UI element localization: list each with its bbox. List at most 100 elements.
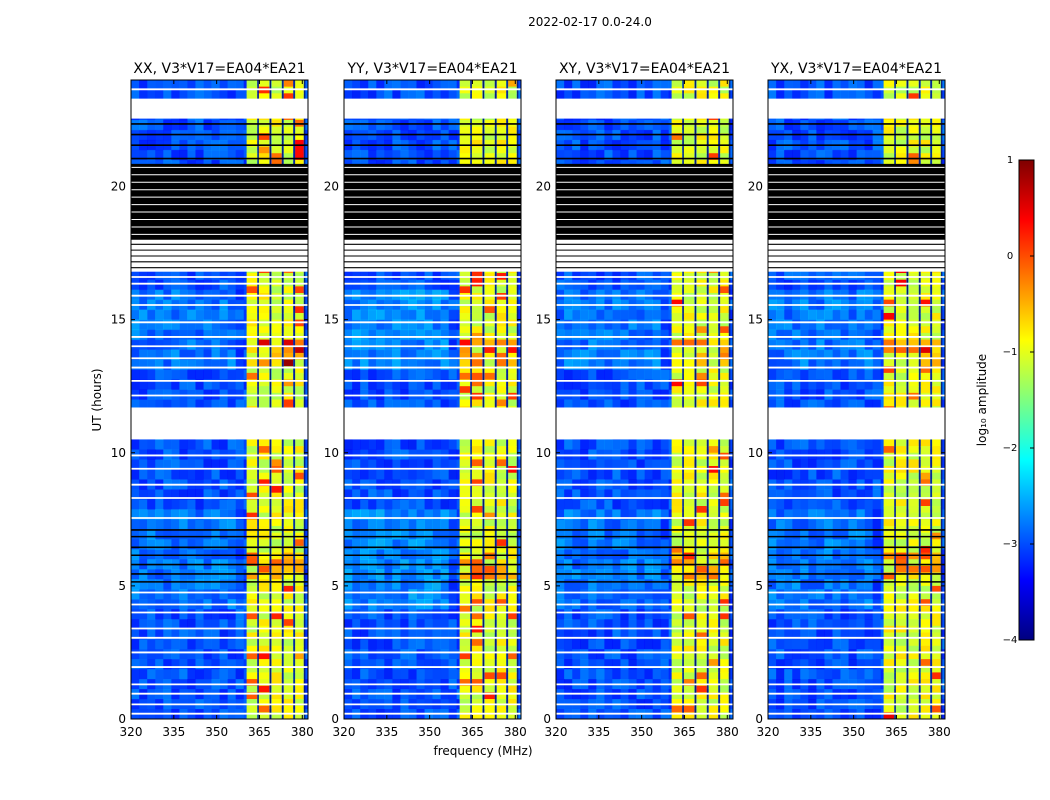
rfi-cell (496, 153, 507, 161)
noise-cell (344, 269, 353, 281)
noise-cell (416, 369, 425, 381)
noise-cell (299, 579, 308, 590)
noise-cell (368, 80, 377, 91)
rfi-cell (496, 605, 507, 614)
noise-cell (163, 489, 172, 500)
rfi-cell (246, 639, 258, 647)
noise-cell (360, 319, 369, 331)
noise-cell (556, 509, 565, 520)
noise-cell (203, 89, 212, 101)
noise-cell (352, 529, 361, 540)
noise-cell (384, 369, 393, 381)
noise-cell (219, 459, 229, 470)
noise-cell (384, 399, 393, 410)
noise-cell (408, 359, 417, 371)
noise-cell (424, 489, 433, 500)
noise-cell (187, 149, 196, 161)
noise-cell (179, 649, 188, 660)
noise-cell (131, 339, 140, 351)
noise-cell (368, 119, 377, 131)
rfi-cell (258, 159, 270, 168)
noise-cell (163, 89, 172, 101)
noise-cell (195, 399, 204, 410)
rfi-cell (283, 539, 294, 547)
noise-cell (139, 619, 148, 630)
noise-cell (660, 339, 670, 351)
noise-cell (147, 459, 156, 470)
rfi-cell (508, 559, 517, 567)
noise-cell (179, 459, 188, 470)
noise-cell (588, 539, 597, 550)
rfi-cell (471, 339, 483, 347)
rfi-cell (283, 159, 294, 168)
noise-cell (131, 399, 140, 410)
noise-cell (179, 309, 188, 321)
noise-cell (408, 669, 417, 680)
rfi-cell (471, 146, 483, 154)
noise-cell (644, 309, 654, 321)
noise-cell (235, 119, 245, 131)
rfi-cell (295, 86, 304, 94)
noise-cell (652, 269, 662, 281)
noise-cell (724, 149, 733, 161)
rfi-cell (283, 466, 294, 474)
rfi-cell (471, 679, 483, 687)
noise-cell (131, 659, 140, 670)
noise-cell (628, 459, 637, 470)
rfi-cell (271, 139, 282, 148)
noise-cell (344, 509, 353, 520)
noise-cell (203, 279, 212, 291)
noise-cell (424, 149, 433, 161)
noise-cell (400, 519, 409, 530)
noise-cell (620, 149, 629, 161)
noise-cell (203, 469, 212, 480)
y-tick-label: 15 (111, 313, 126, 327)
noise-cell (171, 329, 180, 341)
noise-cell (344, 649, 353, 660)
rfi-cell (246, 306, 258, 314)
y-tick-label: 20 (111, 180, 126, 194)
rfi-cell (271, 572, 282, 580)
noise-cell (392, 339, 401, 351)
rfi-cell (471, 139, 483, 148)
noise-cell (147, 439, 156, 450)
rfi-cell (271, 612, 282, 620)
noise-cell (131, 469, 140, 480)
noise-cell (211, 309, 220, 321)
noise-cell (416, 269, 425, 281)
noise-cell (392, 529, 401, 540)
noise-cell (564, 499, 573, 510)
noise-cell (147, 529, 156, 540)
rfi-cell (484, 139, 495, 148)
noise-cell (564, 359, 573, 371)
rfi-cell (271, 133, 282, 141)
rfi-cell (459, 499, 471, 507)
noise-cell (360, 639, 369, 650)
rfi-cell (271, 379, 282, 387)
rfi-cell (484, 545, 495, 554)
noise-cell (360, 659, 369, 670)
rfi-cell (508, 699, 517, 707)
rfi-cell (271, 659, 282, 667)
noise-cell (195, 489, 204, 500)
rfi-cell (484, 293, 495, 301)
noise-cell (147, 619, 156, 630)
rfi-cell (508, 452, 517, 461)
noise-cell (131, 329, 140, 341)
noise-cell (376, 359, 385, 371)
rfi-cell (484, 359, 495, 367)
noise-cell (660, 399, 670, 410)
noise-cell (660, 459, 670, 470)
rfi-cell (496, 312, 507, 321)
noise-cell (235, 399, 245, 410)
rfi-cell (283, 545, 294, 554)
noise-cell (299, 629, 308, 640)
noise-cell (203, 629, 212, 640)
noise-cell (163, 629, 172, 640)
noise-cell (572, 119, 581, 131)
noise-cell (235, 579, 245, 590)
noise-cell (352, 519, 361, 530)
rfi-cell (471, 93, 483, 101)
noise-cell (644, 399, 654, 410)
rfi-cell (496, 372, 507, 381)
